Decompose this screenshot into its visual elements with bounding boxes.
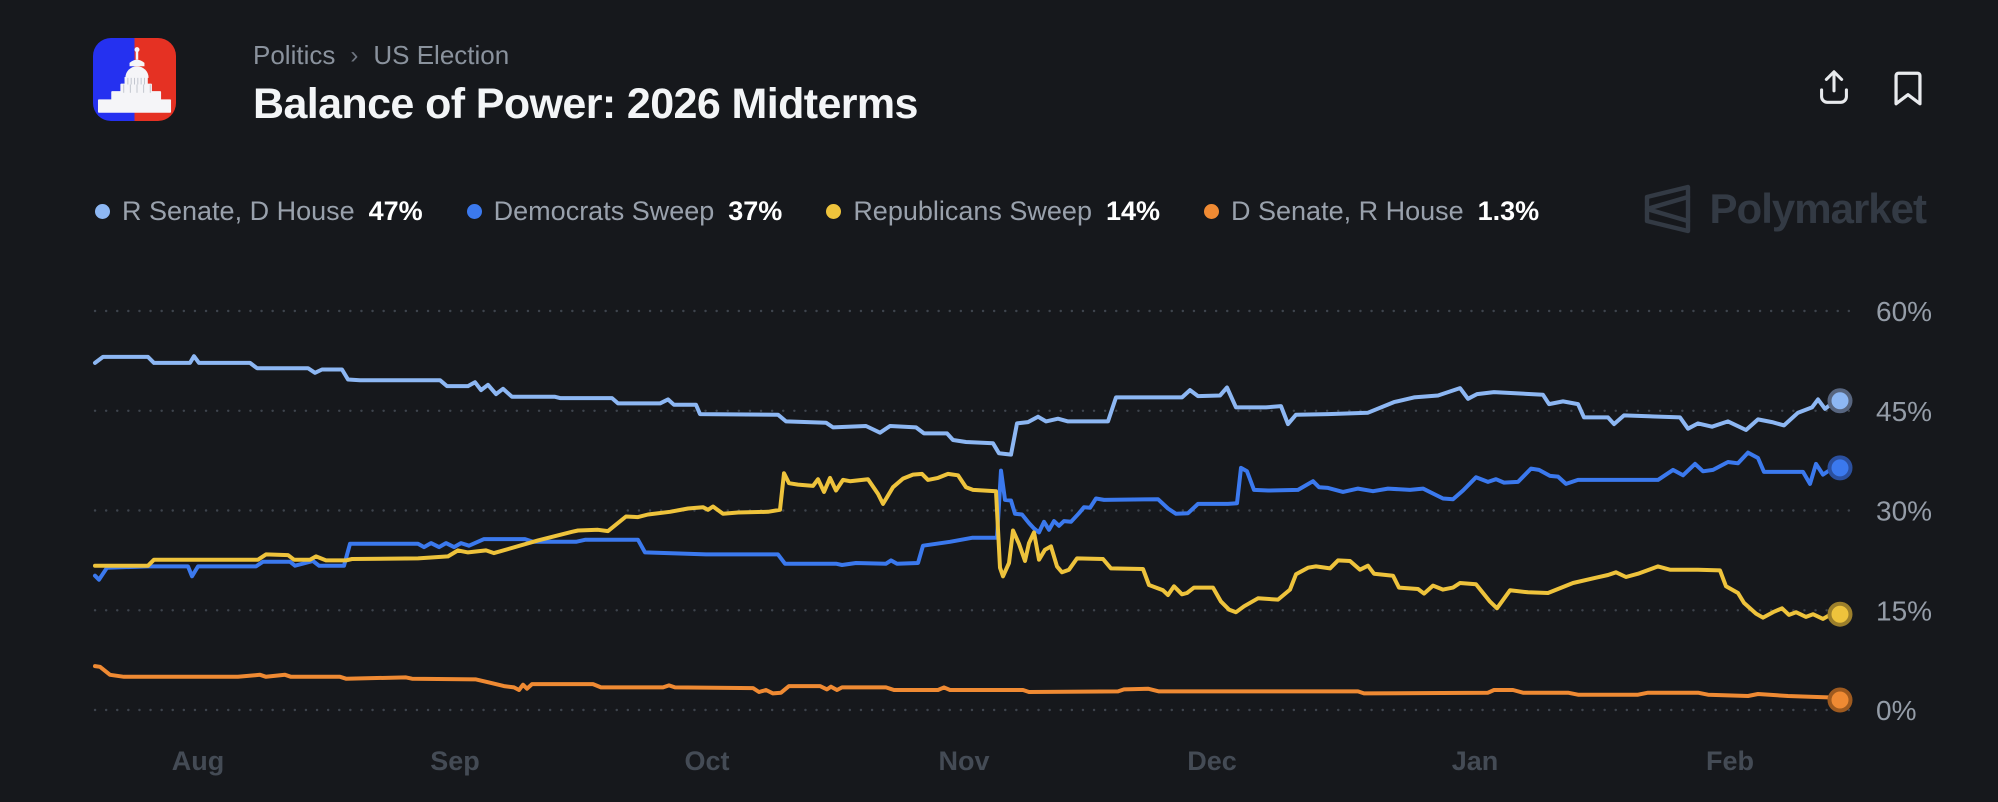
breadcrumb-category[interactable]: Politics — [253, 40, 336, 70]
chart-line-republicans-sweep — [93, 471, 1842, 621]
page-title: Balance of Power: 2026 Midterms — [253, 80, 918, 128]
x-axis-tick-label: Jan — [1452, 746, 1499, 776]
chart-line-r-senate-d-house — [93, 354, 1842, 457]
legend-item-d-senate-r-house[interactable]: D Senate, R House 1.3% — [1204, 196, 1539, 227]
share-icon — [1820, 70, 1848, 104]
legend-value: 47% — [368, 196, 423, 226]
legend-value: 37% — [728, 196, 783, 226]
x-axis-tick-label: Aug — [172, 746, 224, 776]
x-axis-tick-label: Nov — [938, 746, 989, 776]
bookmark-icon — [1894, 71, 1922, 106]
legend-value: 1.3% — [1477, 196, 1540, 226]
bookmark-button[interactable] — [1884, 64, 1932, 112]
breadcrumb-subcategory[interactable]: US Election — [373, 40, 510, 70]
polymarket-logo-text: Polymarket — [1709, 185, 1927, 232]
legend-item-r-senate-d-house[interactable]: R Senate, D House 47% — [95, 196, 423, 227]
legend-item-democrats-sweep[interactable]: Democrats Sweep 37% — [466, 196, 783, 227]
legend-dot-icon — [1204, 204, 1220, 219]
x-axis-tick-label: Oct — [684, 746, 729, 776]
chart-line-d-senate-r-house — [93, 664, 1842, 702]
x-axis-tick-label: Sep — [430, 746, 480, 776]
y-axis-tick-label: 15% — [1876, 595, 1932, 626]
legend-value: 14% — [1105, 196, 1161, 226]
y-axis-tick-label: 60% — [1876, 296, 1932, 327]
y-axis-tick-label: 30% — [1876, 496, 1932, 527]
legend-label: D Senate, R House — [1231, 196, 1464, 226]
chart-plot-area[interactable] — [95, 250, 1858, 780]
y-axis-tick-label: 0% — [1876, 695, 1916, 726]
polymarket-watermark[interactable]: Polymarket — [1639, 182, 1927, 236]
chart-line-democrats-sweep — [93, 450, 1842, 582]
market-avatar — [93, 38, 176, 121]
chart-legend: R Senate, D House 47% Democrats Sweep 37… — [95, 196, 1539, 227]
legend-dot-icon — [95, 204, 110, 219]
legend-item-republicans-sweep[interactable]: Republicans Sweep 14% — [826, 196, 1160, 227]
x-axis-tick-label: Feb — [1706, 746, 1754, 776]
legend-label: Democrats Sweep — [493, 196, 715, 226]
polymarket-logo-icon — [1644, 184, 1690, 234]
endpoint-dot-republicans-sweep — [1827, 601, 1853, 627]
y-axis-tick-label: 45% — [1876, 396, 1932, 427]
legend-dot-icon — [466, 204, 482, 219]
capitol-illustration — [97, 47, 172, 113]
x-axis-tick-label: Dec — [1187, 746, 1237, 776]
endpoint-dot-r-senate-d-house — [1827, 388, 1853, 414]
legend-label: Republicans Sweep — [853, 196, 1092, 226]
header-actions — [1810, 64, 1932, 112]
legend-label: R Senate, D House — [122, 196, 355, 226]
breadcrumb: Politics › US Election — [253, 40, 918, 71]
endpoint-dot-d-senate-r-house — [1827, 687, 1853, 713]
endpoint-dot-democrats-sweep — [1827, 455, 1853, 481]
chevron-right-icon: › — [350, 41, 359, 69]
legend-dot-icon — [826, 204, 842, 219]
share-button[interactable] — [1810, 64, 1858, 112]
